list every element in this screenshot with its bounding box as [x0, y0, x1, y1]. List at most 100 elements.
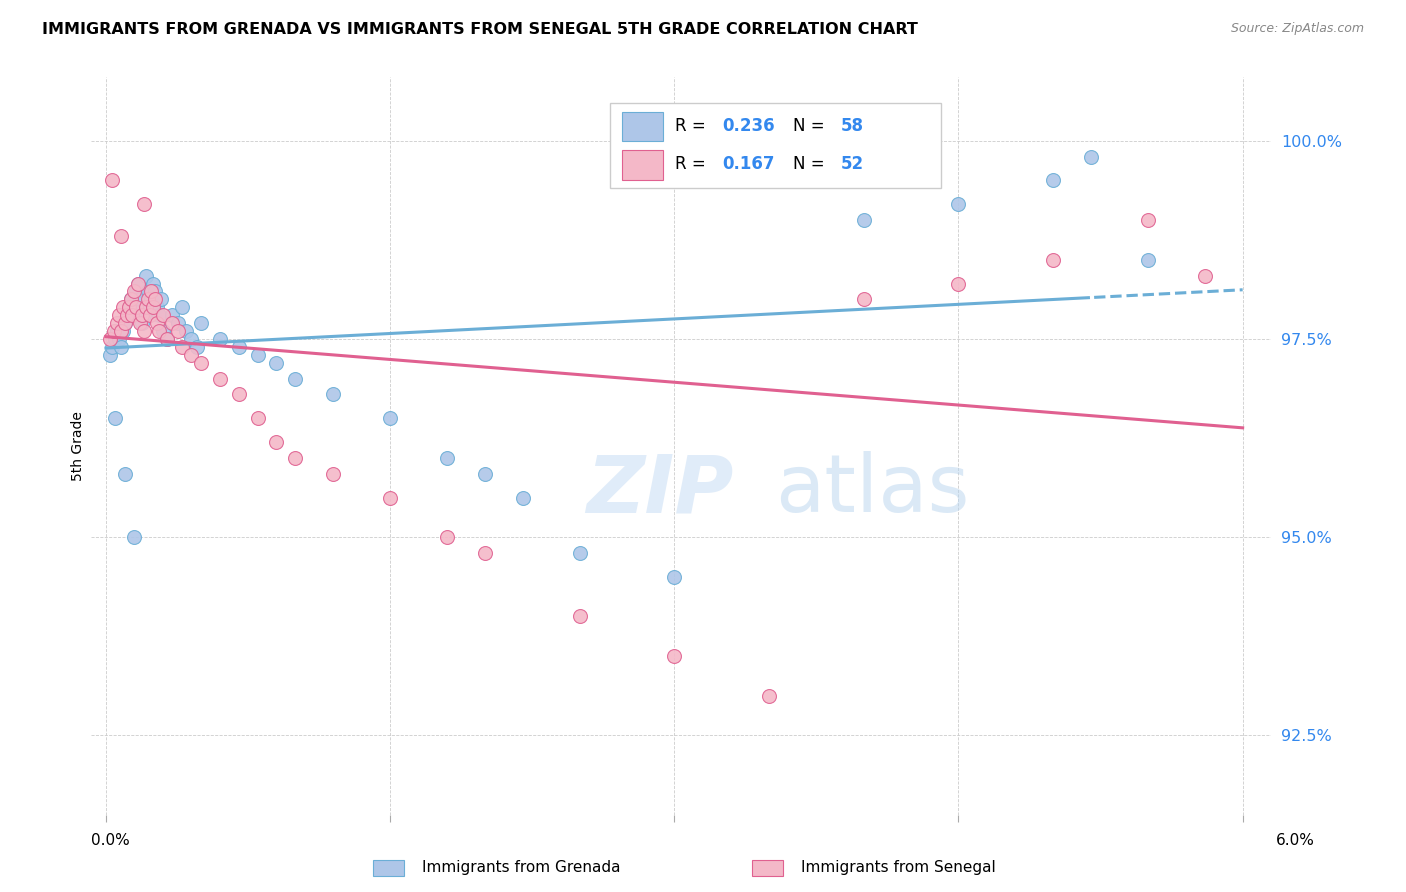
Point: [152, 308, 174, 322]
Point: [948, 197, 970, 211]
Text: 0.236: 0.236: [723, 117, 775, 135]
Point: [108, 308, 131, 322]
Point: [136, 293, 159, 307]
Point: [284, 371, 307, 385]
Point: [322, 387, 344, 401]
Point: [180, 332, 202, 346]
Point: [124, 285, 146, 299]
Point: [148, 324, 170, 338]
Point: [1042, 173, 1064, 187]
Text: R =: R =: [675, 117, 711, 135]
Point: [152, 324, 174, 338]
Text: R =: R =: [675, 155, 711, 173]
Point: [124, 530, 146, 544]
Point: [208, 332, 231, 346]
Point: [100, 340, 122, 354]
Point: [110, 229, 132, 244]
Text: 6.0%: 6.0%: [1275, 833, 1315, 847]
Point: [228, 387, 250, 401]
Text: 0.167: 0.167: [723, 155, 775, 173]
Point: [135, 268, 157, 283]
Point: [148, 308, 170, 322]
Point: [100, 173, 122, 187]
Point: [114, 467, 136, 481]
Text: Immigrants from Senegal: Immigrants from Senegal: [801, 860, 997, 874]
Point: [120, 293, 142, 307]
Point: [852, 293, 875, 307]
Point: [125, 301, 148, 315]
Point: [436, 530, 458, 544]
Point: [146, 301, 169, 315]
Point: [568, 609, 591, 624]
Point: [138, 308, 160, 322]
Point: [146, 316, 169, 330]
Point: [436, 450, 458, 465]
Point: [120, 293, 142, 307]
Point: [143, 293, 166, 307]
Point: [141, 293, 163, 307]
Point: [111, 324, 134, 338]
Point: [127, 277, 149, 291]
Point: [108, 332, 131, 346]
Point: [131, 316, 153, 330]
Point: [246, 411, 269, 425]
Point: [378, 411, 401, 425]
Point: [104, 332, 127, 346]
Text: Source: ZipAtlas.com: Source: ZipAtlas.com: [1230, 22, 1364, 36]
Point: [115, 308, 138, 322]
Point: [180, 348, 202, 362]
Point: [138, 301, 160, 315]
Point: [284, 450, 307, 465]
Y-axis label: 5th Grade: 5th Grade: [72, 411, 86, 481]
Point: [266, 435, 288, 450]
Point: [170, 340, 193, 354]
Point: [135, 301, 157, 315]
Point: [142, 277, 165, 291]
Point: [98, 348, 121, 362]
Text: atlas: atlas: [775, 451, 970, 529]
Point: [105, 316, 128, 330]
Point: [114, 316, 136, 330]
Point: [1194, 268, 1216, 283]
Text: 58: 58: [841, 117, 863, 135]
Point: [149, 293, 172, 307]
Point: [1042, 252, 1064, 267]
Point: [118, 301, 141, 315]
Point: [124, 301, 146, 315]
Point: [121, 308, 143, 322]
Point: [228, 340, 250, 354]
Point: [948, 277, 970, 291]
Text: 52: 52: [841, 155, 863, 173]
Point: [115, 308, 138, 322]
Point: [129, 316, 152, 330]
Point: [162, 308, 184, 322]
Point: [111, 301, 134, 315]
Point: [208, 371, 231, 385]
Point: [190, 316, 212, 330]
Point: [129, 293, 152, 307]
Point: [110, 340, 132, 354]
Bar: [621, 150, 664, 179]
Point: [1136, 213, 1159, 227]
Point: [131, 308, 153, 322]
Point: [474, 467, 496, 481]
Point: [132, 308, 155, 322]
Point: [378, 491, 401, 505]
Point: [190, 356, 212, 370]
Point: [174, 324, 197, 338]
Point: [186, 340, 208, 354]
Point: [105, 324, 128, 338]
Point: [114, 316, 136, 330]
Point: [1136, 252, 1159, 267]
Point: [167, 324, 190, 338]
Point: [142, 301, 165, 315]
Point: [110, 324, 132, 338]
Point: [136, 285, 159, 299]
Point: [568, 546, 591, 560]
Point: [1080, 150, 1102, 164]
Point: [143, 285, 166, 299]
Point: [121, 308, 143, 322]
Point: [852, 213, 875, 227]
Text: N =: N =: [793, 155, 830, 173]
Point: [322, 467, 344, 481]
